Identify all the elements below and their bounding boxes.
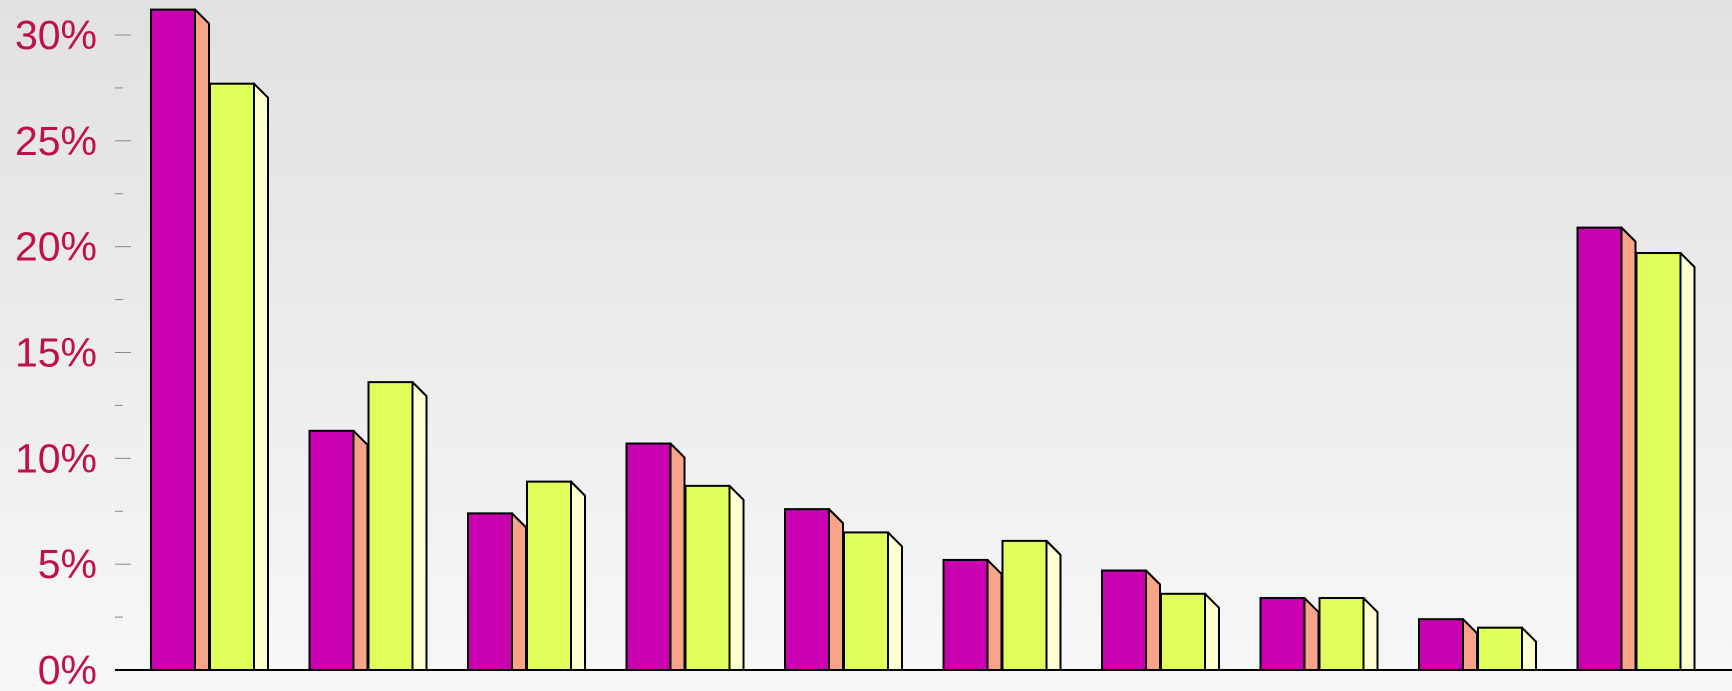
bar-s1-c3	[467, 512, 527, 671]
bar-s1-c7	[1101, 569, 1161, 671]
bar-front-face	[526, 480, 572, 671]
bar-front-face	[209, 82, 255, 671]
bar-front-face	[1160, 592, 1206, 671]
bar-s2-c8	[1318, 597, 1379, 671]
bar-side-face	[253, 82, 269, 671]
bar-front-face	[1318, 597, 1365, 671]
bar-front-face	[367, 381, 414, 671]
y-tick-label: 25%	[15, 118, 97, 164]
bar-side-face	[669, 442, 686, 671]
bar-front-face	[1001, 539, 1048, 672]
bar-side-face	[511, 512, 527, 671]
bar-front-face	[150, 8, 196, 672]
bar-s2-c9	[1477, 626, 1537, 672]
bar-side-face	[194, 8, 210, 671]
bar-side-face	[570, 480, 586, 671]
y-tick-label: 20%	[15, 224, 97, 270]
bar-s2-c1	[209, 82, 269, 671]
bar-s1-c10	[1576, 226, 1637, 671]
y-tick-label: 15%	[15, 330, 97, 376]
bar-side-face	[1204, 592, 1220, 671]
bar-side-face	[1045, 539, 1062, 671]
bar-side-face	[352, 429, 369, 671]
bar-s1-c5	[784, 508, 844, 671]
bar-side-face	[728, 484, 745, 671]
bar-s1-c1	[150, 8, 210, 672]
bar-front-face	[942, 558, 989, 672]
bar-side-face	[1620, 226, 1637, 671]
bar-s2-c6	[1001, 539, 1062, 672]
bar-side-face	[986, 558, 1003, 671]
bar-s2-c4	[684, 484, 745, 671]
bar-side-face	[1679, 252, 1696, 671]
bar-front-face	[467, 512, 513, 671]
bar-side-face	[1145, 569, 1161, 671]
bar-side-face	[828, 508, 844, 671]
bar-s1-c6	[942, 558, 1003, 672]
bar-s2-c7	[1160, 592, 1220, 671]
bar-side-face	[411, 381, 428, 671]
bar-s2-c3	[526, 480, 586, 671]
y-tick-label: 10%	[15, 435, 97, 481]
bar-front-face	[684, 484, 731, 671]
y-tick-label: 0%	[38, 647, 97, 691]
bar-s1-c8	[1259, 597, 1320, 671]
bar-front-face	[308, 429, 355, 672]
bars	[150, 8, 1696, 672]
bar-s1-c4	[625, 442, 686, 671]
bar-front-face	[1418, 618, 1464, 672]
bar-side-face	[1521, 626, 1537, 671]
bar-front-face	[784, 508, 830, 671]
bar-front-face	[625, 442, 672, 671]
bar-front-face	[1635, 252, 1682, 671]
y-tick-label: 5%	[38, 541, 97, 587]
bar-front-face	[1259, 597, 1306, 671]
bar-front-face	[843, 531, 889, 672]
bar-s2-c2	[367, 381, 428, 671]
bar-front-face	[1576, 226, 1623, 671]
bar-s2-c10	[1635, 252, 1696, 671]
bar-side-face	[1362, 597, 1379, 671]
y-tick-label: 30%	[15, 12, 97, 58]
y-axis: 0% 5% 10% 15% 20% 25% 30%	[15, 12, 131, 691]
bar-side-face	[1462, 618, 1478, 671]
bar-s1-c2	[308, 429, 369, 672]
bar-front-face	[1477, 626, 1523, 672]
bar-front-face	[1101, 569, 1147, 671]
bar-side-face	[887, 531, 903, 671]
bar-s1-c9	[1418, 618, 1478, 672]
bar-side-face	[1303, 597, 1320, 671]
bar-s2-c5	[843, 531, 903, 672]
